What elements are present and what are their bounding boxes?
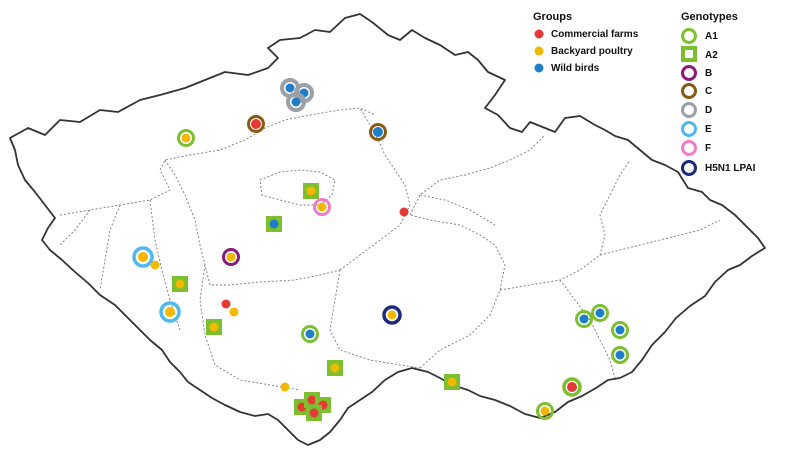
- marker-a1-wild: [575, 310, 593, 328]
- legend-backyard-label: Backyard poultry: [551, 46, 633, 57]
- marker-d-wild: [286, 92, 306, 112]
- legend-e-label: E: [705, 124, 712, 135]
- marker-a2-backyard: [303, 183, 319, 199]
- legend-backyard-dot: [534, 46, 544, 56]
- legend-groups: Groups Commercial farms Backyard poultry…: [533, 11, 639, 74]
- legend-a1-icon: [681, 28, 697, 44]
- marker-a1-commercial: [562, 377, 582, 397]
- legend-d-icon: [681, 102, 697, 118]
- marker-a1-backyard: [536, 402, 554, 420]
- legend-a2-icon: [681, 46, 697, 62]
- marker-e-backyard: [132, 246, 154, 268]
- marker-a1-backyard: [177, 129, 195, 147]
- marker-backyard: [229, 307, 239, 317]
- marker-a2-wild: [266, 216, 282, 232]
- outbreak-markers: [132, 78, 629, 421]
- legend-b-icon: [681, 65, 697, 81]
- marker-commercial: [399, 207, 409, 217]
- legend-wild-dot: [534, 63, 544, 73]
- legend-h5n1-label: H5N1 LPAI: [705, 163, 756, 174]
- legend-a1-label: A1: [705, 31, 718, 42]
- marker-a2-backyard: [206, 319, 222, 335]
- marker-a1-wild: [301, 325, 319, 343]
- legend-a2-label: A2: [705, 50, 718, 61]
- legend-groups-title: Groups: [533, 11, 572, 23]
- legend-h5n1-icon: [681, 160, 697, 176]
- marker-a1-wild: [611, 321, 629, 339]
- marker-e-backyard: [159, 301, 181, 323]
- legend-f-icon: [681, 140, 697, 156]
- legend-genotypes-title: Genotypes: [681, 11, 738, 23]
- legend-c-label: C: [705, 86, 712, 97]
- region-borders: [59, 107, 721, 391]
- marker-commercial: [221, 299, 231, 309]
- legend-e-icon: [681, 121, 697, 137]
- legend-f-label: F: [705, 143, 711, 154]
- marker-backyard: [280, 382, 290, 392]
- marker-h5n1-backyard: [382, 305, 402, 325]
- marker-a2-backyard: [172, 276, 188, 292]
- legend-commercial-dot: [534, 29, 544, 39]
- legend-b-label: B: [705, 68, 712, 79]
- legend-c-icon: [681, 83, 697, 99]
- marker-a1-wild: [611, 346, 629, 364]
- marker-backyard: [150, 260, 160, 270]
- marker-a1-wild: [591, 304, 609, 322]
- legend-d-label: D: [705, 105, 712, 116]
- marker-a2-backyard: [327, 360, 343, 376]
- marker-a2-commercial: [306, 405, 322, 421]
- legend-genotypes: Genotypes A1 A2 B C D E F H5N1 LPAI: [681, 11, 756, 176]
- marker-a2-backyard: [444, 374, 460, 390]
- legend-commercial-label: Commercial farms: [551, 29, 639, 40]
- legend-wild-label: Wild birds: [551, 63, 600, 74]
- marker-c-wild: [369, 123, 387, 141]
- marker-c-commercial: [247, 115, 265, 133]
- marker-b-backyard: [222, 248, 240, 266]
- country-border: [9, 13, 766, 446]
- marker-f-backyard: [313, 198, 331, 216]
